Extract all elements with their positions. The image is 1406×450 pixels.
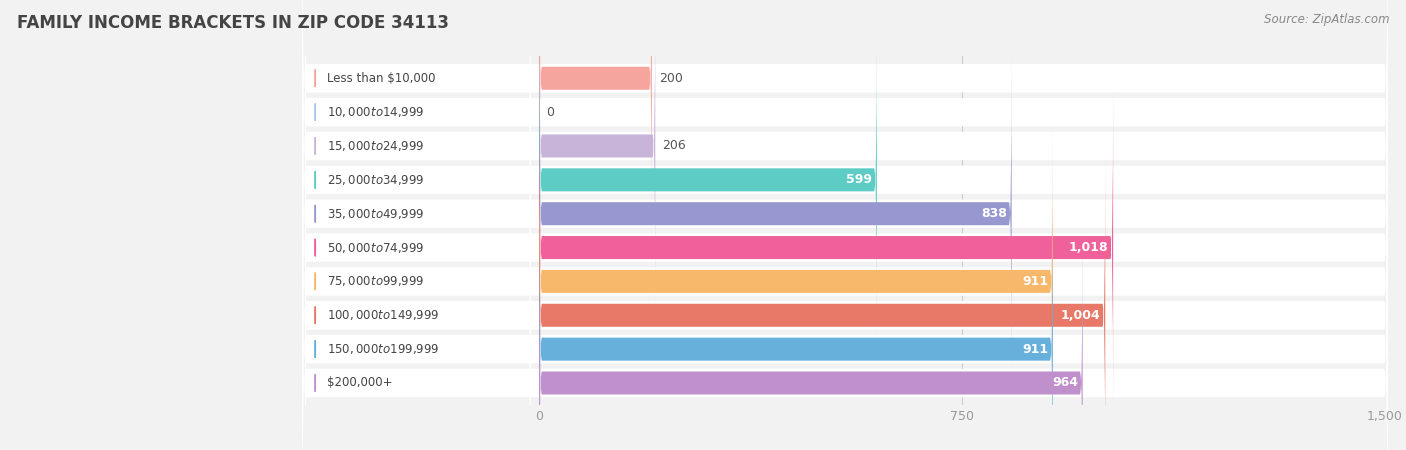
FancyBboxPatch shape: [538, 22, 877, 338]
Text: FAMILY INCOME BRACKETS IN ZIP CODE 34113: FAMILY INCOME BRACKETS IN ZIP CODE 34113: [17, 14, 449, 32]
Text: $25,000 to $34,999: $25,000 to $34,999: [326, 173, 425, 187]
Text: Source: ZipAtlas.com: Source: ZipAtlas.com: [1264, 14, 1389, 27]
Text: 599: 599: [846, 173, 872, 186]
FancyBboxPatch shape: [538, 124, 1053, 439]
Text: 0: 0: [546, 106, 554, 119]
FancyBboxPatch shape: [302, 194, 1388, 450]
FancyBboxPatch shape: [302, 93, 1388, 450]
FancyBboxPatch shape: [305, 191, 530, 450]
FancyBboxPatch shape: [305, 56, 530, 372]
Text: $150,000 to $199,999: $150,000 to $199,999: [326, 342, 439, 356]
Text: 1,018: 1,018: [1069, 241, 1108, 254]
FancyBboxPatch shape: [302, 0, 1388, 267]
FancyBboxPatch shape: [302, 25, 1388, 403]
FancyBboxPatch shape: [305, 0, 530, 236]
FancyBboxPatch shape: [538, 90, 1114, 405]
Text: $15,000 to $24,999: $15,000 to $24,999: [326, 139, 425, 153]
Text: $200,000+: $200,000+: [326, 377, 392, 390]
FancyBboxPatch shape: [538, 191, 1053, 450]
FancyBboxPatch shape: [305, 225, 530, 450]
FancyBboxPatch shape: [305, 124, 530, 439]
Text: $35,000 to $49,999: $35,000 to $49,999: [326, 207, 425, 220]
FancyBboxPatch shape: [538, 56, 1012, 372]
FancyBboxPatch shape: [302, 58, 1388, 436]
Text: 206: 206: [662, 140, 686, 153]
FancyBboxPatch shape: [538, 225, 1083, 450]
Text: 964: 964: [1052, 377, 1078, 390]
FancyBboxPatch shape: [302, 0, 1388, 301]
Text: 911: 911: [1022, 342, 1049, 356]
Text: $10,000 to $14,999: $10,000 to $14,999: [326, 105, 425, 119]
Text: Less than $10,000: Less than $10,000: [326, 72, 434, 85]
FancyBboxPatch shape: [302, 0, 1388, 335]
Text: $75,000 to $99,999: $75,000 to $99,999: [326, 274, 425, 288]
Text: 200: 200: [658, 72, 682, 85]
FancyBboxPatch shape: [305, 158, 530, 450]
FancyBboxPatch shape: [538, 158, 1105, 450]
Text: 1,004: 1,004: [1062, 309, 1101, 322]
FancyBboxPatch shape: [538, 0, 655, 304]
Text: $100,000 to $149,999: $100,000 to $149,999: [326, 308, 439, 322]
FancyBboxPatch shape: [305, 22, 530, 338]
FancyBboxPatch shape: [305, 90, 530, 405]
Text: $50,000 to $74,999: $50,000 to $74,999: [326, 241, 425, 255]
Text: 838: 838: [981, 207, 1007, 220]
FancyBboxPatch shape: [305, 0, 530, 270]
FancyBboxPatch shape: [305, 0, 530, 304]
FancyBboxPatch shape: [302, 0, 1388, 369]
FancyBboxPatch shape: [538, 0, 652, 236]
FancyBboxPatch shape: [302, 126, 1388, 450]
Text: 911: 911: [1022, 275, 1049, 288]
FancyBboxPatch shape: [302, 160, 1388, 450]
